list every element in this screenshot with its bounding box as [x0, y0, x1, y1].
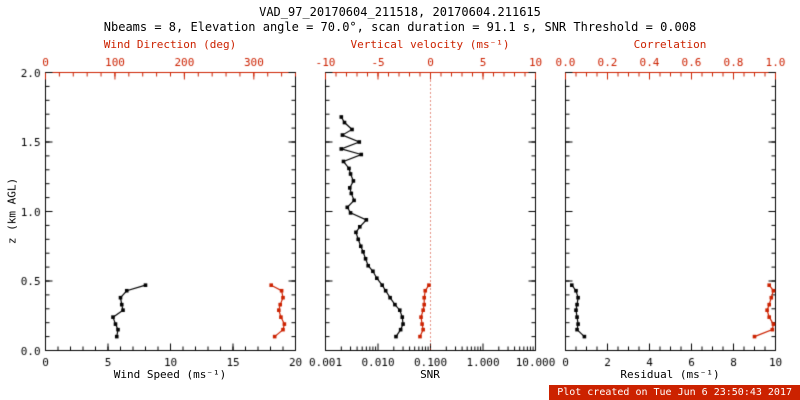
residual-axis-label: Residual (ms⁻¹) — [620, 368, 720, 381]
plot-subtitle: Nbeams = 8, Elevation angle = 70.0°, sca… — [103, 20, 697, 34]
wind-speed-axis-label: Wind Speed (ms⁻¹) — [113, 368, 227, 381]
correlation-axis-label: Correlation — [633, 38, 707, 51]
wind-direction-axis-label: Wind Direction (deg) — [103, 38, 237, 51]
plot-title: VAD_97_20170604_211518, 20170604.211615 — [259, 5, 541, 19]
vertical-velocity-axis-label: Vertical velocity (ms⁻¹) — [350, 38, 510, 51]
z-axis-label: z (km AGL) — [5, 177, 19, 245]
snr-axis-label: SNR — [420, 368, 440, 381]
creation-timestamp: Plot created on Tue Jun 6 23:50:43 2017 — [549, 385, 800, 400]
